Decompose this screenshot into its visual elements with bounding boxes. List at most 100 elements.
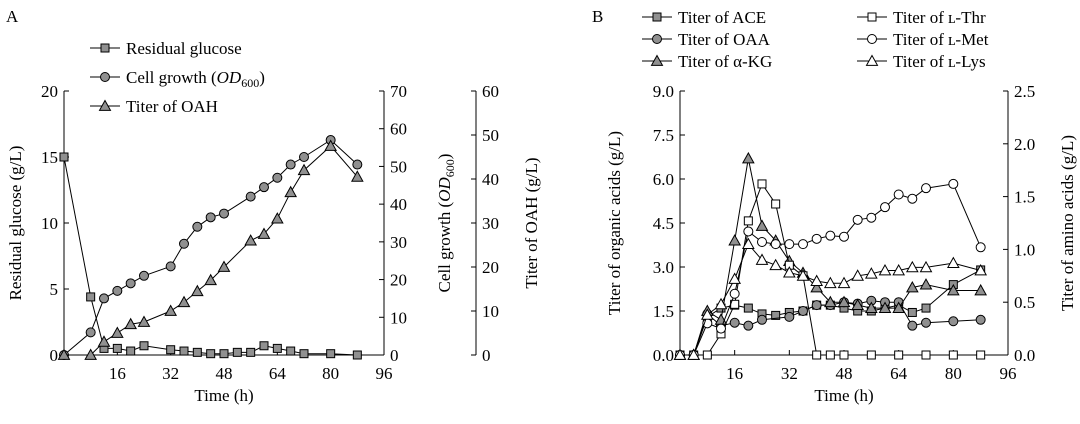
- b-titer-of-oaa-point: [921, 317, 931, 328]
- a-residual-glucose-point: [246, 347, 256, 357]
- b-titer-of-thr-point: [702, 350, 712, 360]
- a-right1-y-tick-label: 50: [390, 157, 407, 176]
- b-x-x-tick-label: 96: [1000, 364, 1017, 383]
- b-x-x-tick-label: 16: [726, 364, 743, 383]
- b-titer-of-thr-point: [839, 350, 849, 360]
- b-titer-of-oaa-point: [975, 314, 986, 325]
- a-titer-of-oah-point: [257, 227, 271, 239]
- b-left-y-tick-label: 6.0: [653, 170, 674, 189]
- b-titer-of-met-point: [825, 230, 836, 241]
- b-titer-of-kg-point: [823, 295, 837, 308]
- b-legend-titer-of-oaa-marker: [652, 34, 662, 44]
- b-titer-of-lys-point: [837, 276, 851, 289]
- b-titer-of-lys-point: [905, 260, 919, 273]
- a-right2-y-tick-label: 20: [482, 258, 499, 277]
- a-titer-of-oah-point: [350, 170, 364, 182]
- b-legend-titer-of-lys-text: Titer of ʟ-Lys: [893, 52, 986, 71]
- b-titer-of-kg-point: [810, 281, 824, 293]
- a-titer-of-oah-line: [64, 145, 358, 356]
- b-legend-titer-of-met-text: Titer of ʟ-Met: [893, 30, 989, 49]
- a-residual-glucose-point: [352, 350, 362, 360]
- b-titer-of-lys-point: [851, 269, 865, 281]
- panel-a-chart: 16 32 48 64 80 96 Time (h) 0 5 10 15 20 0 10 20 30 40 50 6…: [6, 39, 541, 405]
- b-legend-titer-of-lys-marker: [865, 54, 879, 66]
- b-titer-of-lys-point: [946, 256, 960, 269]
- b-right-y-tick-label: 1.0: [1014, 240, 1035, 259]
- a-cell-growth-od600-point: [85, 327, 96, 338]
- b-titer-of-met-point: [716, 323, 726, 334]
- a-cell-growth-od600-point: [205, 212, 216, 223]
- b-titer-of-ace-point: [771, 310, 781, 320]
- b-titer-of-met-point: [757, 237, 767, 248]
- a-cell-growth-od600-point: [112, 285, 123, 296]
- b-titer-of-kg-point: [892, 301, 906, 313]
- a-titer-of-oah-point: [97, 335, 111, 347]
- b-titer-of-thr-point: [825, 350, 835, 360]
- b-left-y-tick-label: 0.0: [653, 346, 674, 365]
- a-titer-of-oah-point: [217, 260, 231, 272]
- b-x-x-tick-label: 48: [836, 364, 853, 383]
- b-legend-titer-of-ace-text: Titer of ACE: [678, 8, 766, 27]
- a-left-y-tick-label: 5: [50, 280, 59, 299]
- a-residual-glucose-point: [206, 349, 216, 359]
- a-residual-glucose-point: [286, 346, 296, 356]
- b-left-y-title: Titer of organic acids (g/L): [605, 131, 624, 315]
- a-residual-glucose-point: [272, 343, 282, 353]
- a-right1-y-title: Cell growth (OD600): [435, 154, 457, 293]
- a-residual-glucose-point: [192, 347, 202, 357]
- a-legend-cell-growth-od600-marker: [100, 72, 110, 82]
- a-cell-growth-od600-point: [179, 238, 189, 249]
- a-legend-residual-glucose-text: Residual glucose: [126, 39, 242, 58]
- a-x-x-tick-label: 32: [162, 364, 179, 383]
- b-titer-of-lys-point: [892, 263, 906, 276]
- a-right2-y-title: Titer of OAH (g/L): [522, 157, 541, 288]
- b-titer-of-met-point: [729, 288, 740, 299]
- a-left-y-tick-label: 20: [41, 82, 58, 101]
- a-titer-of-oah-point: [190, 284, 204, 297]
- a-x-x-tick-label: 16: [109, 364, 126, 383]
- b-titer-of-lys-point: [700, 308, 714, 320]
- b-titer-of-thr-point: [866, 350, 876, 360]
- a-right1-y-tick-label: 30: [390, 233, 407, 252]
- b-titer-of-thr-point: [921, 350, 931, 360]
- panel-b-chart: 16 32 48 64 80 96 Time (h) 0.0 1.5 3.0 4.5 6.0 7.5 9.…: [605, 8, 1077, 405]
- a-cell-growth-od600-point: [352, 159, 363, 170]
- b-titer-of-met-point: [839, 231, 849, 242]
- b-titer-of-met-point: [811, 233, 822, 244]
- panel-a-label: A: [6, 7, 19, 26]
- a-cell-growth-od600-point: [299, 152, 309, 162]
- b-titer-of-oaa-point: [948, 316, 959, 327]
- a-residual-glucose-point: [299, 349, 309, 359]
- a-titer-of-oah-point: [270, 212, 284, 224]
- b-x-x-tick-label: 32: [781, 364, 798, 383]
- b-titer-of-lys-point: [714, 297, 728, 310]
- a-titer-of-oah-point: [110, 326, 124, 338]
- a-residual-glucose-point: [326, 349, 336, 359]
- b-left-y-tick-label: 7.5: [653, 126, 674, 145]
- b-titer-of-lys-point: [919, 260, 933, 273]
- b-titer-of-kg-point: [946, 283, 960, 296]
- b-titer-of-lys-point: [741, 237, 755, 250]
- b-left-y-tick-label: 4.5: [653, 214, 674, 233]
- panel-b-label: B: [592, 7, 603, 26]
- b-titer-of-thr-point: [948, 350, 958, 360]
- a-legend-residual-glucose-marker: [100, 43, 110, 53]
- a-titer-of-oah-point: [164, 304, 178, 316]
- a-cell-growth-od600-point: [259, 182, 269, 193]
- a-x-x-tick-label: 96: [376, 364, 393, 383]
- b-titer-of-met-point: [866, 212, 877, 223]
- a-residual-glucose-point: [139, 341, 149, 351]
- a-left-y-tick-label: 15: [41, 148, 58, 167]
- b-titer-of-lys-point: [796, 269, 810, 281]
- b-titer-of-thr-point: [812, 350, 822, 360]
- a-cell-growth-od600-line: [63, 139, 358, 356]
- a-right1-y-tick-label: 40: [390, 195, 407, 214]
- b-left-y-tick-label: 1.5: [653, 302, 674, 321]
- b-titer-of-oaa-point: [907, 320, 918, 331]
- a-titer-of-oah-point: [137, 315, 151, 327]
- a-cell-growth-od600-point: [165, 261, 176, 272]
- b-titer-of-met-point: [743, 226, 754, 237]
- a-x-x-tick-label: 80: [322, 364, 339, 383]
- a-right1-y-tick-label: 20: [390, 271, 407, 290]
